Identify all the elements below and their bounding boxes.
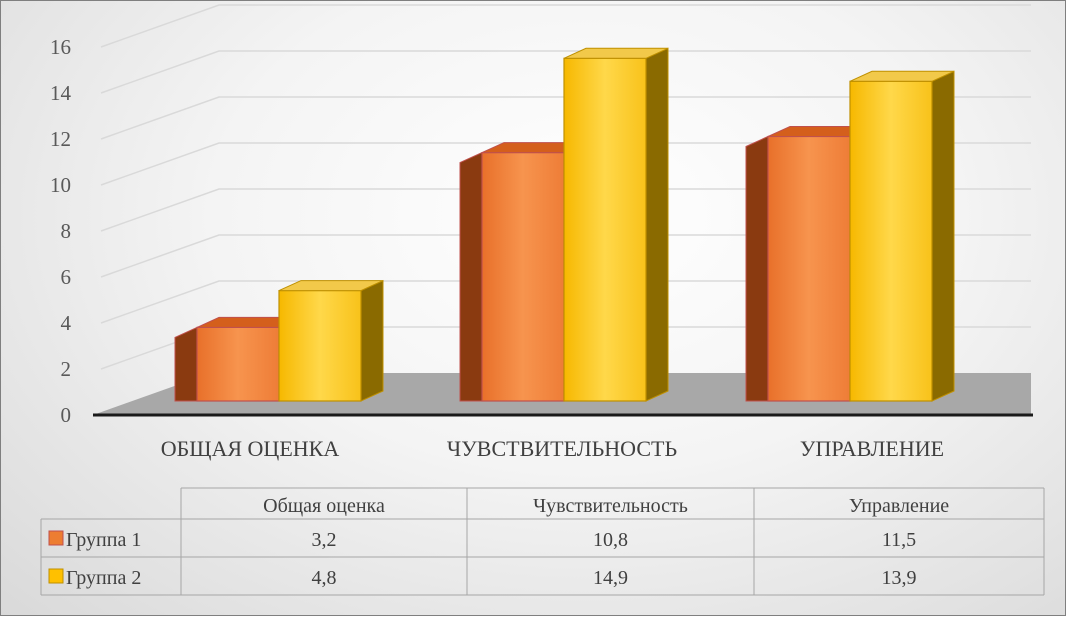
y-tick-label: 10 xyxy=(50,173,71,197)
legend-label: Группа 2 xyxy=(66,567,141,589)
table-cell-value: 3,2 xyxy=(312,529,337,551)
legend-key xyxy=(48,530,64,546)
category-label: ОБЩАЯ ОЦЕНКА xyxy=(161,436,340,461)
legend-label: Группа 1 xyxy=(66,529,141,551)
table-cell-value: 10,8 xyxy=(593,529,628,551)
table-header: Управление xyxy=(849,495,949,517)
category-label: ЧУВСТВИТЕЛЬНОСТЬ xyxy=(447,436,677,461)
gridline xyxy=(100,50,1031,94)
bar xyxy=(196,326,280,402)
y-tick-label: 4 xyxy=(61,311,72,335)
y-tick-label: 2 xyxy=(61,357,72,381)
y-tick-label: 0 xyxy=(61,403,72,427)
table-cell-value: 13,9 xyxy=(882,567,917,589)
y-tick-label: 6 xyxy=(61,265,72,289)
bar-top xyxy=(767,126,851,137)
bar xyxy=(481,152,565,402)
table-cell-value: 4,8 xyxy=(312,567,337,589)
bar xyxy=(767,135,851,402)
bar-side xyxy=(745,135,769,402)
bar-top xyxy=(278,280,384,292)
bar-side xyxy=(459,151,483,402)
category-labels: ОБЩАЯ ОЦЕНКА ЧУВСТВИТЕЛЬНОСТЬ УПРАВЛЕНИЕ xyxy=(161,436,944,461)
y-tick-label: 14 xyxy=(50,81,72,105)
bar-side xyxy=(931,70,955,402)
bars xyxy=(174,47,955,402)
y-tick-label: 12 xyxy=(50,127,71,151)
data-table: Общая оценка Чувствительность Управление Гр… xyxy=(40,487,1045,596)
table-cell-value: 11,5 xyxy=(882,529,916,551)
y-axis-ticks: 0 2 4 6 8 10 12 14 16 xyxy=(50,35,72,427)
bar-top xyxy=(563,47,669,59)
bar-top xyxy=(481,142,565,154)
gridline xyxy=(100,96,1031,140)
y-tick-label: 8 xyxy=(61,219,72,243)
bar xyxy=(278,290,362,402)
y-tick-label: 16 xyxy=(50,35,71,59)
bar xyxy=(563,57,647,402)
bar-side xyxy=(174,326,198,402)
bar-side xyxy=(360,279,384,402)
table-cell-value: 14,9 xyxy=(593,567,628,589)
legend-key xyxy=(48,568,64,584)
gridlines xyxy=(100,4,1031,370)
gridline xyxy=(100,4,1031,48)
bar xyxy=(849,80,933,402)
bar-side xyxy=(645,47,669,402)
bar-top xyxy=(849,70,955,82)
bar-top xyxy=(196,316,280,328)
category-label: УПРАВЛЕНИЕ xyxy=(800,436,944,461)
table-header: Чувствительность xyxy=(533,495,688,517)
table-header: Общая оценка xyxy=(263,495,385,517)
